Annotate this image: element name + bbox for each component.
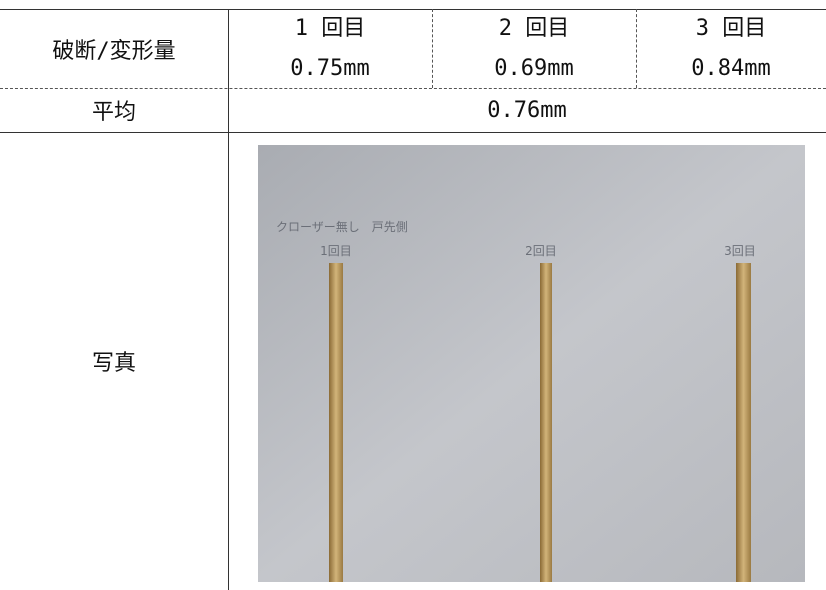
- trial-label: 1 回目: [294, 15, 366, 41]
- row-header: 写真: [91, 351, 136, 376]
- trial: 3 回目 0.84mm: [636, 9, 826, 88]
- trial-value: 0.84mm: [691, 55, 771, 81]
- average-value: 0.76mm: [487, 97, 567, 123]
- photo: クローザー無し 戸先側 1回目 2回目 3回目: [258, 145, 805, 582]
- trial-label: 3 回目: [695, 15, 767, 41]
- border: [228, 9, 229, 590]
- trial: 1 回目 0.75mm: [228, 9, 432, 88]
- photo-mark: 3回目: [724, 244, 756, 258]
- trial: 2 回目 0.69mm: [432, 9, 636, 88]
- trial-value: 0.75mm: [290, 55, 370, 81]
- trial-value: 0.69mm: [494, 55, 574, 81]
- border: [636, 9, 637, 88]
- row-header: 破断/変形量: [52, 38, 176, 64]
- row-header: 平均: [91, 100, 136, 125]
- photo-mark: 1回目: [320, 244, 352, 258]
- border: [0, 88, 826, 89]
- border: [0, 9, 826, 10]
- photo-caption: クローザー無し 戸先側: [276, 219, 408, 234]
- trial-label: 2 回目: [498, 15, 570, 41]
- border: [432, 9, 433, 88]
- border: [0, 132, 826, 133]
- photo-mark: 2回目: [525, 244, 557, 258]
